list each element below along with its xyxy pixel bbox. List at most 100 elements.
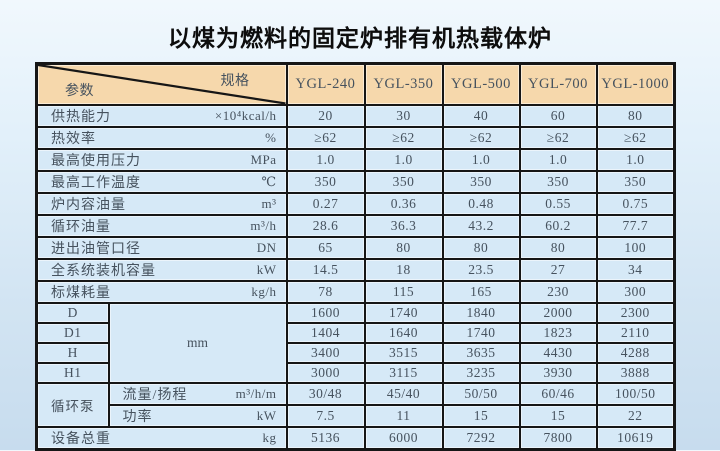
- value-cell: 1823: [518, 321, 598, 344]
- value-cell: 3888: [595, 361, 676, 384]
- row-unit: MPa: [250, 151, 277, 167]
- value-cell: 5136: [285, 425, 366, 450]
- row-label-cell: 供热能力 ×10⁴kcal/h: [35, 103, 288, 128]
- value-cell: 7292: [441, 425, 521, 450]
- corner-spec-label: 规格: [220, 74, 250, 89]
- table-row: 热效率% ≥62 ≥62 ≥62 ≥62 ≥62: [35, 125, 676, 150]
- row-label: 标煤耗量: [51, 285, 111, 301]
- value-cell: 1.0: [285, 147, 366, 172]
- table-row: 全系统装机容量 kW 14.5 18 23.5 27 34: [35, 257, 676, 282]
- row-label: 进出油管口径: [51, 241, 141, 257]
- table-row: 最高使用压力 MPa 1.0 1.0 1.0 1.0 1.0: [35, 147, 676, 172]
- value-cell: 3930: [518, 361, 598, 384]
- table-row: H 3400 3515 3635 4430 4288: [35, 341, 676, 364]
- value-cell: 43.2: [441, 213, 521, 238]
- row-label: 功率: [122, 409, 153, 425]
- value-cell: 15: [441, 403, 521, 428]
- value-cell: 1840: [441, 301, 521, 324]
- row-unit: DN: [256, 239, 277, 255]
- table-row: 循环油量 m³/h 28.6 36.3 43.2 60.2 77.7: [35, 213, 676, 238]
- table-row: 设备总重 kg 5136 6000 7292 7800 10619: [35, 425, 676, 450]
- dimension-label: H1: [35, 361, 110, 384]
- row-label: 炉内容油量: [51, 197, 126, 213]
- page-title: 以煤为燃料的固定炉排有机热载体炉: [168, 26, 552, 52]
- value-cell: 350: [363, 169, 444, 194]
- value-cell: 3115: [363, 361, 444, 384]
- row-unit: m³: [261, 195, 277, 211]
- value-cell: 4430: [518, 341, 598, 364]
- value-cell: 0.55: [518, 191, 598, 216]
- dimension-unit-merged: mm: [107, 301, 288, 384]
- value-cell: 0.36: [363, 191, 444, 216]
- value-cell: 1740: [441, 321, 521, 344]
- value-cell: 18: [363, 257, 444, 282]
- value-cell: 1740: [363, 301, 444, 324]
- value-cell: 1.0: [363, 147, 444, 172]
- value-cell: 60: [518, 103, 598, 128]
- value-cell: 80: [518, 235, 598, 260]
- header-row: 规格 参数 YGL-240 YGL-350 YGL-500 YGL-700 YGL-10…: [35, 62, 676, 106]
- row-unit: kW: [256, 407, 277, 423]
- value-cell: 30: [363, 103, 444, 128]
- row-unit: m³/h/m: [235, 385, 277, 401]
- value-cell: ≥62: [518, 125, 598, 150]
- value-cell: 300: [595, 279, 676, 304]
- value-cell: 7.5: [285, 403, 366, 428]
- column-header: YGL-500: [441, 62, 521, 106]
- table-row: D1 1404 1640 1740 1823 2110: [35, 321, 676, 344]
- row-unit: kW: [256, 261, 277, 277]
- table-row: 循环泵 流量/扬程 m³/h/m 30/48 45/40 50/50 60/46 100/50: [35, 381, 676, 428]
- value-cell: 36.3: [363, 213, 444, 238]
- row-label-cell: 标煤耗量 kg/h: [35, 279, 288, 304]
- pump-row-label-cell: 流量/扬程 m³/h/m: [107, 381, 288, 406]
- row-label-cell: 最高工作温度 ℃: [35, 169, 288, 194]
- value-cell: 11: [363, 403, 444, 428]
- table-row: 供热能力 ×10⁴kcal/h 20 30 40 60 80: [35, 103, 676, 128]
- value-cell: 2300: [595, 301, 676, 324]
- value-cell: 3235: [441, 361, 521, 384]
- value-cell: 350: [595, 169, 676, 194]
- row-label: 最高工作温度: [51, 175, 141, 191]
- corner-cell: 规格 参数: [35, 62, 288, 106]
- value-cell: 165: [441, 279, 521, 304]
- value-cell: 20: [285, 103, 366, 128]
- corner-param-label: 参数: [65, 83, 94, 99]
- value-cell: 80: [441, 235, 521, 260]
- row-label: 全系统装机容量: [51, 263, 156, 279]
- spec-table: 规格 参数 YGL-240 YGL-350 YGL-500 YGL-700 YGL-10…: [35, 62, 676, 451]
- row-label: 流量/扬程: [122, 387, 188, 403]
- value-cell: 350: [518, 169, 598, 194]
- row-unit: ×10⁴kcal/h: [214, 107, 277, 123]
- value-cell: 27: [518, 257, 598, 282]
- value-cell: 80: [595, 103, 676, 128]
- row-unit: kg: [262, 429, 277, 445]
- value-cell: 23.5: [441, 257, 521, 282]
- value-cell: 115: [363, 279, 444, 304]
- value-cell: 350: [285, 169, 366, 194]
- table-header: 规格 参数 YGL-240 YGL-350 YGL-500 YGL-700 YGL-10…: [35, 62, 676, 106]
- value-cell: 100: [595, 235, 676, 260]
- table-row: 功率 kW 7.5 11 15 15 22: [37, 403, 676, 428]
- dimension-label: D1: [35, 321, 110, 344]
- table-row: 最高工作温度 ℃ 350 350 350 350 350: [35, 169, 676, 194]
- value-cell: ≥62: [363, 125, 444, 150]
- value-cell: 77.7: [595, 213, 676, 238]
- value-cell: 30/48: [285, 381, 366, 406]
- value-cell: 10619: [595, 425, 676, 450]
- value-cell: 45/40: [363, 381, 444, 406]
- row-label-cell: 最高使用压力 MPa: [35, 147, 288, 172]
- column-header: YGL-700: [518, 62, 598, 106]
- value-cell: 34: [595, 257, 676, 282]
- value-cell: 14.5: [285, 257, 366, 282]
- value-cell: 3515: [363, 341, 444, 364]
- row-label-cell: 设备总重 kg: [35, 425, 288, 450]
- value-cell: 28.6: [285, 213, 366, 238]
- row-label: 循环油量: [51, 219, 111, 235]
- row-label: 设备总重: [51, 431, 111, 447]
- value-cell: 0.48: [441, 191, 521, 216]
- value-cell: 0.75: [595, 191, 676, 216]
- column-header: YGL-240: [285, 62, 366, 106]
- value-cell: 80: [363, 235, 444, 260]
- row-label: 供热能力: [51, 109, 111, 125]
- value-cell: 65: [285, 235, 366, 260]
